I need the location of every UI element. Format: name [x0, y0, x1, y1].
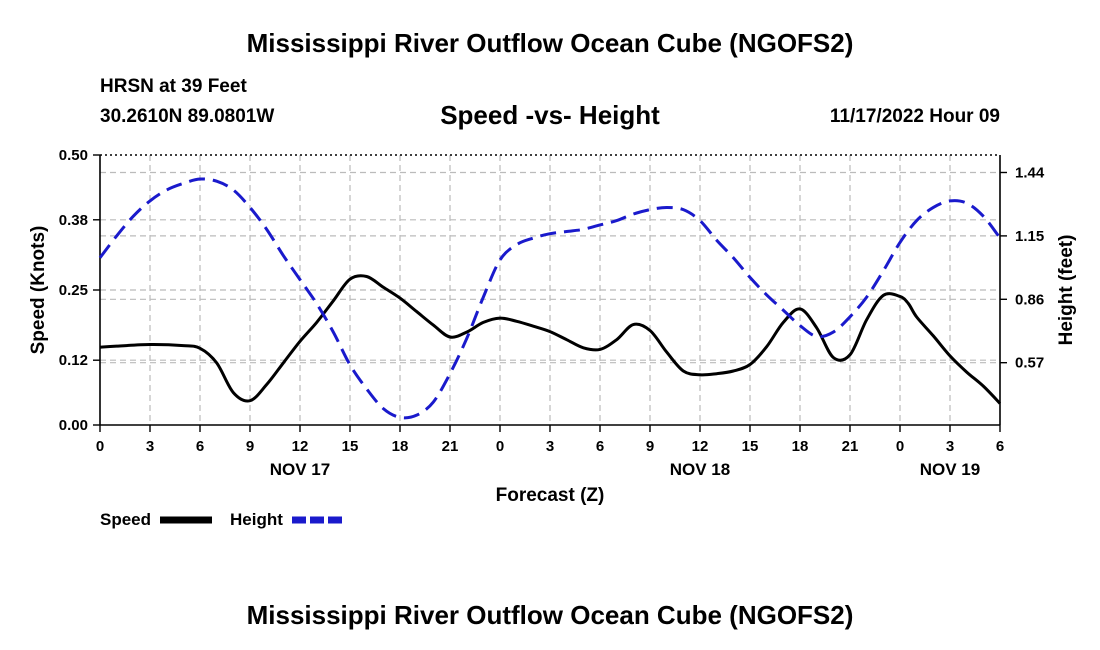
- y-axis-title: Speed (Knots): [28, 226, 49, 355]
- speed-series-line: [99, 274, 1002, 405]
- x-tick-label: 21: [442, 438, 459, 455]
- height-series-line: [98, 177, 1002, 420]
- x-tick-label: 15: [742, 438, 759, 455]
- x-tick-label: 3: [546, 438, 554, 455]
- y2-tick-label: 0.57: [1015, 355, 1044, 372]
- x-tick-label: 12: [292, 438, 309, 455]
- y-tick-label: 0.50: [59, 147, 88, 164]
- day-label: NOV 19: [920, 460, 980, 479]
- x-tick-label: 6: [596, 438, 604, 455]
- y-tick-label: 0.38: [59, 212, 88, 229]
- chart-title: Speed -vs- Height: [440, 100, 660, 130]
- day-label: NOV 17: [270, 460, 330, 479]
- y2-tick-label: 0.86: [1015, 291, 1044, 308]
- x-tick-label: 3: [146, 438, 154, 455]
- legend-height-label: Height: [230, 510, 283, 529]
- y-tick-label: 0.12: [59, 352, 88, 369]
- day-label: NOV 18: [670, 460, 730, 479]
- y-tick-label: 0.00: [59, 417, 88, 434]
- x-tick-label: 0: [896, 438, 904, 455]
- legend-speed-label: Speed: [100, 510, 151, 529]
- speed-height-chart: 0 3 6 9 12 15 18 21 0 3 6 9 12 15 18 21 0 3 6 NOV 17 NOV 18 N…: [28, 147, 1077, 529]
- x-tick-label: 9: [246, 438, 254, 455]
- x-tick-label: 6: [196, 438, 204, 455]
- x-tick-label: 18: [792, 438, 809, 455]
- forecast-datetime: 11/17/2022 Hour 09: [829, 106, 1000, 127]
- x-tick-label: 3: [946, 438, 954, 455]
- footer-title: Mississippi River Outflow Ocean Cube (NG…: [246, 600, 854, 630]
- x-tick-label: 9: [646, 438, 654, 455]
- y2-tick-label: 1.15: [1015, 228, 1044, 245]
- y2-tick-label: 1.44: [1015, 164, 1045, 181]
- x-tick-label: 15: [342, 438, 359, 455]
- x-tick-label: 18: [392, 438, 409, 455]
- x-tick-label: 21: [842, 438, 859, 455]
- y2-axis-title: Height (feet): [1056, 235, 1077, 346]
- x-tick-label: 0: [496, 438, 504, 455]
- x-tick-label: 12: [692, 438, 709, 455]
- station-label: HRSN at 39 Feet: [100, 76, 247, 97]
- x-tick-label: 0: [96, 438, 104, 455]
- x-tick-label: 6: [996, 438, 1004, 455]
- x-axis-title: Forecast (Z): [496, 485, 605, 506]
- station-coordinates: 30.2610N 89.0801W: [100, 106, 275, 127]
- y-tick-label: 0.25: [59, 282, 88, 299]
- page-title: Mississippi River Outflow Ocean Cube (NG…: [246, 28, 854, 58]
